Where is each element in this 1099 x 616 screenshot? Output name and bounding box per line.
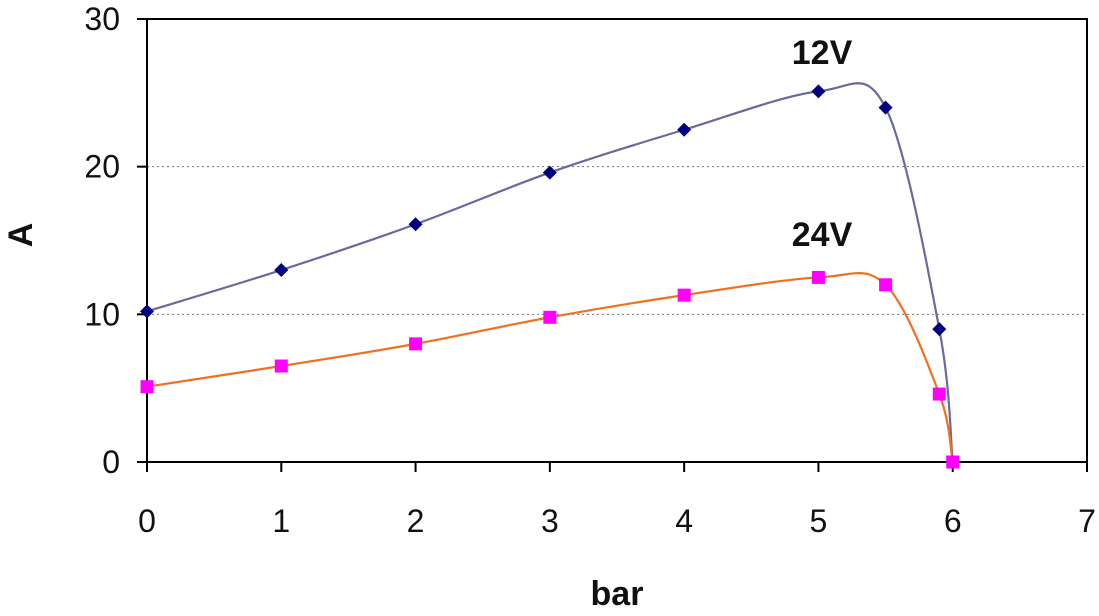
x-tick-label: 0 — [138, 503, 156, 539]
data-point-24v — [543, 310, 557, 324]
data-point-12v — [408, 217, 423, 232]
data-point-12v — [542, 165, 557, 180]
data-point-12v — [811, 84, 826, 99]
data-point-12v — [932, 322, 947, 337]
series-line-12v — [146, 82, 954, 463]
data-point-24v — [274, 359, 288, 373]
x-tick-label: 3 — [541, 503, 559, 539]
plot-area-frame — [146, 18, 1088, 463]
data-point-12v — [878, 100, 893, 115]
x-tick-label: 5 — [810, 503, 828, 539]
x-tick-label: 7 — [1078, 503, 1096, 539]
data-point-24v — [811, 270, 825, 284]
y-tick-label: 0 — [102, 444, 120, 480]
series-line-24v — [146, 272, 954, 463]
data-point-12v — [140, 304, 154, 319]
x-tick-label: 2 — [407, 503, 425, 539]
y-tick-label: 20 — [84, 149, 120, 185]
series-label-12v: 12V — [792, 34, 853, 72]
series-label-24v: 24V — [792, 216, 853, 254]
x-tick-label: 1 — [272, 503, 290, 539]
data-point-24v — [879, 278, 893, 292]
y-tick-label: 30 — [84, 1, 120, 37]
x-axis-label: bar — [591, 575, 644, 611]
gridlines — [147, 166, 1087, 315]
y-axis-label: A — [2, 223, 40, 248]
series-group — [140, 82, 960, 469]
x-tick-label: 4 — [675, 503, 693, 539]
data-point-24v — [946, 455, 960, 469]
data-point-24v — [409, 337, 423, 351]
data-point-24v — [932, 387, 946, 401]
axis-ticks: 0 10 20 30 0 1 2 3 4 5 6 7 — [84, 1, 1095, 539]
x-tick-label: 6 — [944, 503, 962, 539]
y-tick-label: 10 — [84, 296, 120, 332]
data-point-12v — [274, 263, 289, 278]
data-point-24v — [677, 288, 691, 302]
data-point-12v — [677, 122, 692, 137]
data-point-24v — [140, 380, 154, 394]
